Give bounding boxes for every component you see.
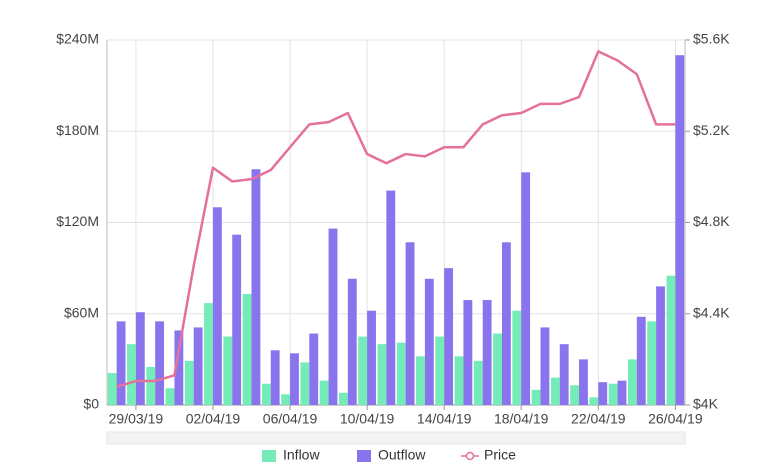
x-tick-label: 10/04/19: [340, 411, 395, 427]
bar: [444, 268, 454, 405]
bar: [347, 278, 357, 405]
x-tick-label: 29/03/19: [109, 411, 164, 427]
bar: [435, 336, 445, 405]
bar: [155, 321, 165, 405]
bar: [328, 228, 338, 405]
bar: [501, 242, 511, 405]
bar: [416, 356, 425, 405]
bar: [482, 300, 492, 405]
y2-tick-label: $4.4K: [693, 304, 730, 320]
bar: [281, 394, 291, 405]
y-tick-label: $240M: [56, 31, 99, 47]
bar: [579, 359, 588, 405]
bar: [223, 336, 233, 405]
bar: [367, 310, 376, 405]
bar: [521, 172, 531, 405]
bar: [608, 383, 618, 405]
y2-tick-label: $5.6K: [693, 31, 730, 47]
legend-label: Inflow: [283, 447, 320, 463]
bar: [570, 385, 580, 405]
bar: [531, 389, 541, 405]
legend-label: Price: [484, 447, 516, 463]
bar: [358, 336, 368, 405]
bar: [454, 356, 464, 405]
bar: [204, 303, 213, 405]
scroll-track: [106, 431, 686, 445]
x-tick-label: 22/04/19: [571, 411, 626, 427]
legend-swatch: [357, 450, 371, 462]
bar: [193, 327, 203, 405]
bar: [656, 286, 665, 405]
y2-tick-label: $5.2K: [693, 122, 730, 138]
bar: [300, 362, 310, 405]
bar: [473, 360, 483, 405]
bar: [675, 55, 685, 405]
bar: [512, 310, 522, 405]
bar: [232, 234, 242, 405]
y2-tick-label: $4K: [693, 396, 719, 412]
bar: [377, 344, 387, 405]
bar: [309, 333, 319, 405]
bar: [647, 321, 657, 405]
bar: [559, 344, 569, 405]
bar: [405, 242, 415, 405]
bar: [116, 321, 126, 405]
bar: [598, 382, 608, 405]
bar: [666, 275, 676, 405]
bar: [386, 190, 396, 405]
price-line: [116, 50, 676, 388]
bar: [107, 373, 117, 405]
bar: [338, 392, 348, 405]
x-tick-label: 06/04/19: [263, 411, 318, 427]
bar: [290, 353, 299, 405]
bar: [493, 333, 502, 405]
bar: [396, 342, 406, 405]
bar: [135, 312, 145, 405]
bar: [212, 207, 222, 405]
bar: [463, 300, 473, 405]
bar: [251, 169, 261, 405]
bar: [424, 278, 434, 405]
y-tick-label: $120M: [56, 213, 99, 229]
bar: [627, 359, 637, 405]
bar: [165, 388, 175, 405]
x-tick-label: 02/04/19: [186, 411, 241, 427]
bar: [617, 380, 627, 405]
bar: [174, 330, 184, 405]
bar: [127, 344, 136, 405]
bar: [550, 377, 560, 405]
bar: [319, 380, 329, 405]
bar: [540, 327, 550, 405]
bar: [146, 366, 156, 405]
bar: [636, 316, 646, 405]
bar: [589, 397, 599, 405]
bar: [184, 360, 194, 405]
x-tick-label: 14/04/19: [417, 411, 472, 427]
bar: [242, 293, 252, 405]
legend-marker: [465, 451, 475, 461]
y2-tick-label: $4.8K: [693, 213, 730, 229]
y-tick-label: $180M: [56, 122, 99, 138]
y-tick-label: $60M: [64, 304, 99, 320]
legend-label: Outflow: [378, 447, 426, 463]
y-tick-label: $0: [83, 396, 99, 412]
x-tick-label: 26/04/19: [648, 411, 703, 427]
x-tick-label: 18/04/19: [494, 411, 549, 427]
bar: [270, 350, 280, 405]
bar: [261, 383, 271, 405]
legend-swatch: [262, 450, 276, 462]
